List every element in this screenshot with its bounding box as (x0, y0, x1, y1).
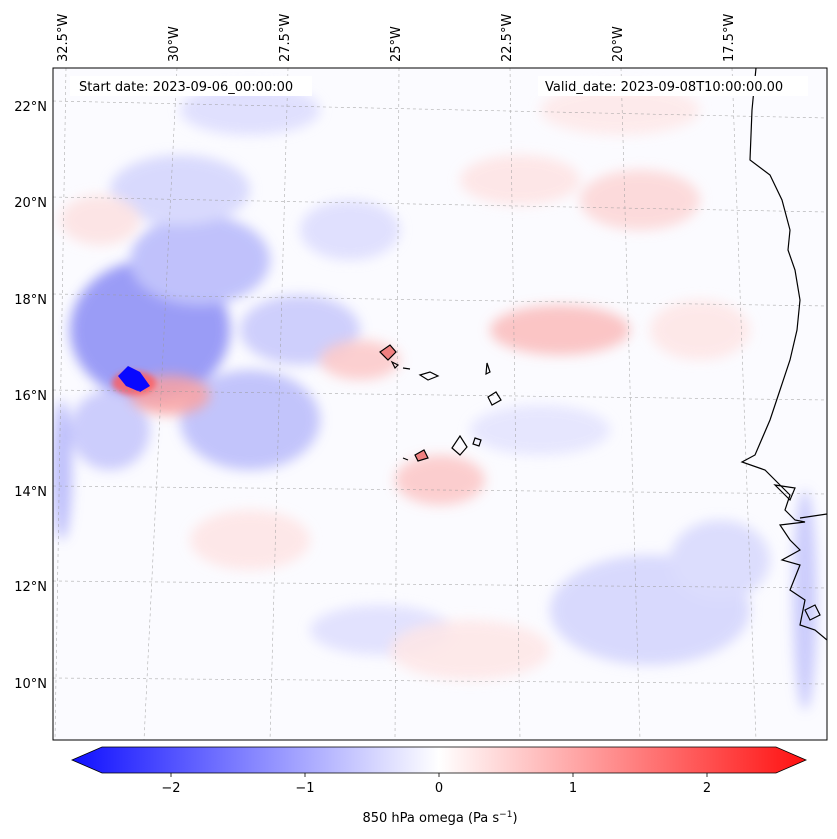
lon-label-32-5w: 32.5°W (56, 14, 71, 62)
colorbar-tick-label-neg2: −2 (161, 781, 180, 796)
lat-label-20n: 20°N (14, 196, 47, 211)
cabo-verde-islands (379, 344, 502, 462)
lon-label-20w: 20°W (611, 26, 626, 62)
colorbar: −2 −1 0 1 2 850 hPa omega (Pa s−1) (70, 746, 808, 826)
colorbar-ticks (170, 773, 708, 777)
strong-ascent-core (118, 366, 150, 392)
lon-label-17-5w: 17.5°W (722, 14, 737, 62)
colorbar-title: 850 hPa omega (Pa s−1) (362, 810, 517, 826)
lon-label-22-5w: 22.5°W (500, 14, 515, 62)
valid-date-box (538, 76, 808, 96)
coastlines (379, 68, 827, 641)
map-frame (52, 67, 828, 741)
colorbar-tick-label-1: 1 (569, 781, 577, 796)
latitude-labels: 22°N 20°N 18°N 16°N 14°N 12°N 10°N (14, 100, 47, 692)
graticule (53, 68, 827, 740)
africa-coastline (740, 68, 827, 641)
colorbar-tick-label-2: 2 (703, 781, 711, 796)
colorbar-tick-label-neg1: −1 (295, 781, 314, 796)
omega-field (53, 85, 817, 710)
map-panel: Start date: 2023-09-06_00:00:00 Valid_da… (52, 67, 828, 741)
colorbar-bar (70, 746, 808, 774)
valid-date-label: Valid_date: 2023-09-08T10:00:00.00 (545, 80, 783, 95)
lat-label-14n: 14°N (14, 485, 47, 500)
lon-label-25w: 25°W (389, 26, 404, 62)
lat-label-22n: 22°N (14, 100, 47, 115)
lat-label-10n: 10°N (14, 677, 47, 692)
lat-label-16n: 16°N (14, 389, 47, 404)
start-date-box (70, 76, 312, 96)
lat-label-12n: 12°N (14, 580, 47, 595)
colorbar-tick-label-0: 0 (435, 781, 443, 796)
lon-label-27-5w: 27.5°W (278, 14, 293, 62)
start-date-label: Start date: 2023-09-06_00:00:00 (79, 80, 293, 95)
longitude-labels: 32.5°W 30°W 27.5°W 25°W 22.5°W 20°W 17.5… (56, 14, 737, 62)
lat-label-18n: 18°N (14, 293, 47, 308)
lon-label-30w: 30°W (167, 26, 182, 62)
